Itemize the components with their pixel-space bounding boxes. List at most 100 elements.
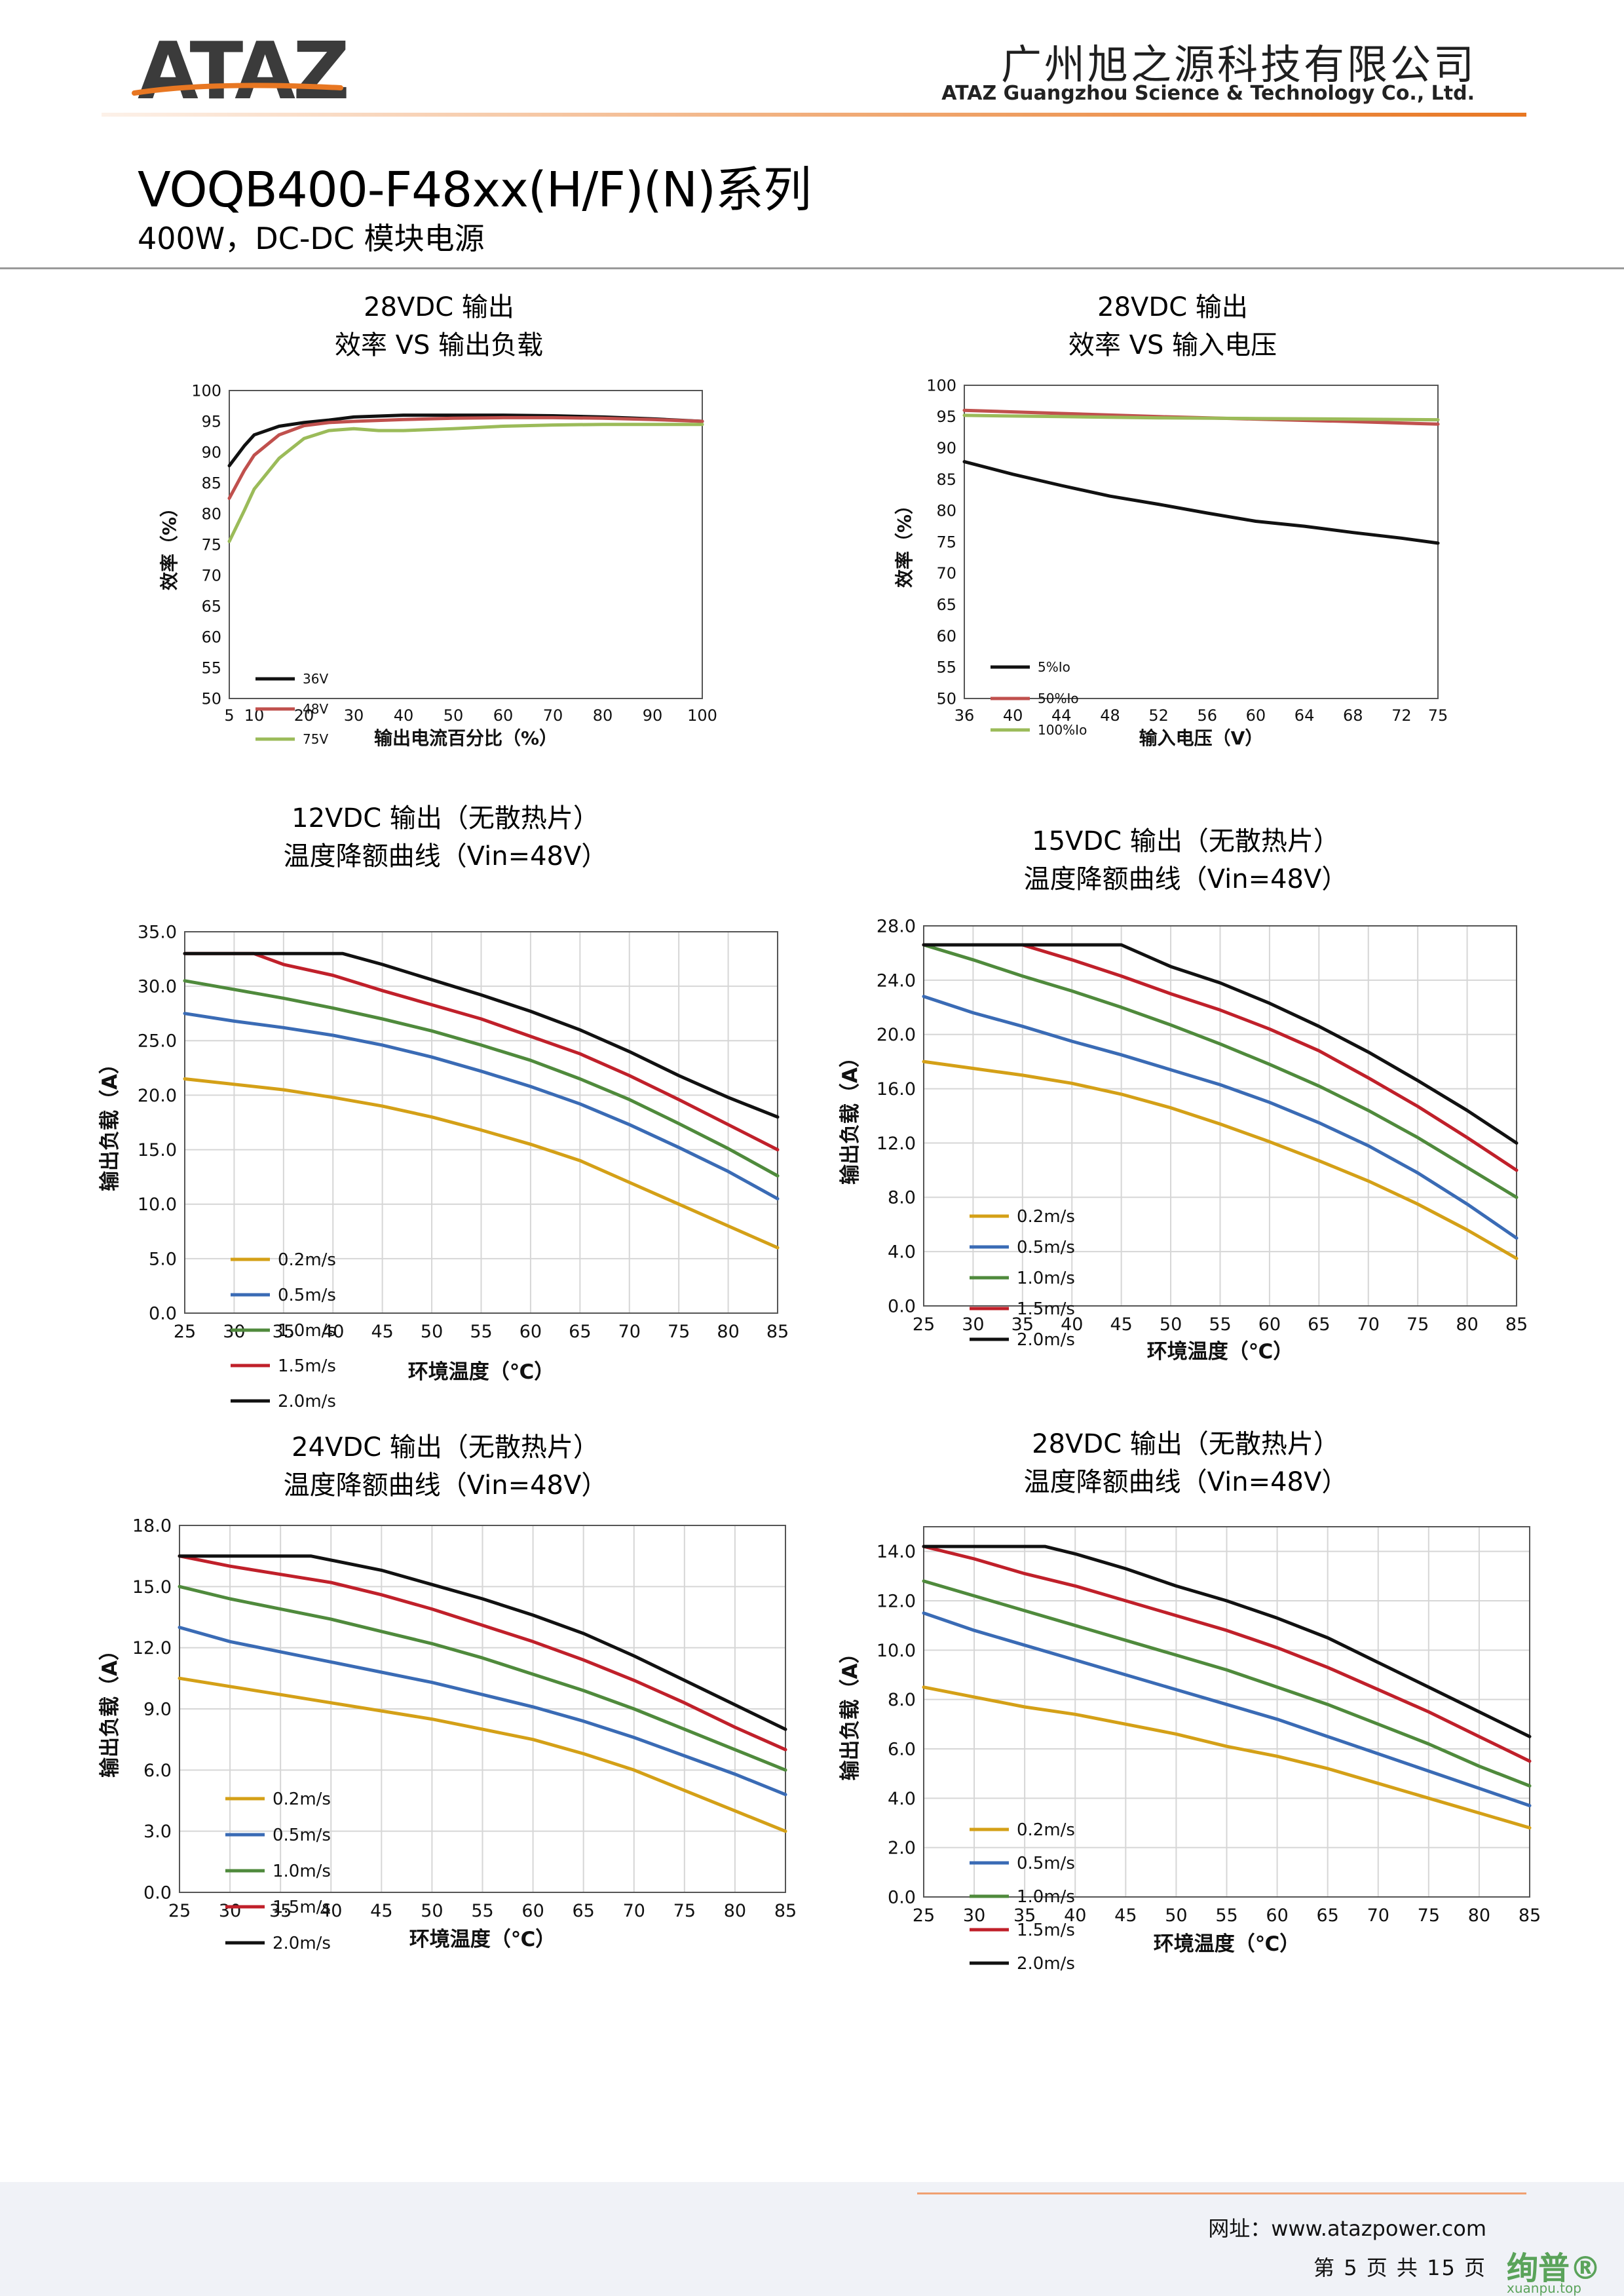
x-tick-label: 30 — [963, 1905, 985, 1926]
series-line-1.0m/s — [178, 1584, 787, 1772]
chart-title-line-2: 温度降额曲线（Vin=48V） — [1023, 1467, 1348, 1497]
legend-label: 100%Io — [1038, 722, 1087, 738]
series-title: VOQB400-F48xx(H/F)(N)系列 — [138, 162, 812, 218]
y-tick-label: 15.0 — [132, 1577, 172, 1598]
header-divider — [102, 113, 1526, 117]
legend-label: 0.5m/s — [273, 1826, 331, 1845]
x-tick-label: 65 — [572, 1901, 594, 1921]
x-tick-label: 25 — [168, 1901, 191, 1921]
x-tick-label: 52 — [1148, 706, 1169, 725]
series-line-1.0m/s — [922, 943, 1519, 1199]
chart-title-line-2: 效率 VS 输入电压 — [1068, 330, 1277, 360]
legend-label: 2.0m/s — [273, 1934, 331, 1953]
chart-title-line-2: 温度降额曲线（Vin=48V） — [283, 841, 608, 871]
legend-label: 5%Io — [1038, 659, 1070, 675]
x-tick-label: 100 — [687, 706, 717, 725]
chart-title-line-2: 温度降额曲线（Vin=48V） — [1023, 864, 1348, 894]
x-tick-label: 50 — [1160, 1314, 1182, 1335]
y-tick-label: 12.0 — [877, 1134, 916, 1154]
y-tick-label: 6.0 — [143, 1761, 172, 1781]
page-footer: 网址：www.atazpower.com 第 5 页 共 15 页 绚普® xu… — [0, 2182, 1624, 2296]
chart-title: 24VDC 输出（无散热片） 温度降额曲线（Vin=48V） — [92, 1428, 799, 1504]
plot-frame — [184, 931, 778, 1314]
y-tick-label: 65 — [201, 597, 221, 615]
legend-label: 0.5m/s — [1017, 1238, 1075, 1257]
legend-label: 0.2m/s — [278, 1250, 336, 1270]
legend-label: 1.0m/s — [273, 1862, 331, 1881]
legend-label: 75V — [303, 731, 328, 747]
y-tick-label: 0.0 — [888, 1887, 916, 1907]
series-line-1.0m/s — [183, 979, 780, 1177]
y-tick-label: 28.0 — [877, 916, 916, 936]
y-tick-label: 80 — [201, 505, 221, 523]
y-tick-label: 55 — [201, 659, 221, 677]
x-tick-label: 44 — [1051, 706, 1072, 725]
series-line-1.5m/s — [178, 1554, 787, 1751]
y-tick-label: 60 — [201, 628, 221, 646]
x-axis-label: 环境温度（℃） — [408, 1360, 555, 1384]
x-tick-label: 55 — [471, 1901, 493, 1921]
chart-title: 28VDC 输出 效率 VS 输入电压 — [878, 288, 1467, 364]
x-tick-label: 45 — [1110, 1314, 1132, 1335]
y-tick-label: 0.0 — [888, 1296, 916, 1316]
series-line-0.5m/s — [922, 995, 1519, 1240]
y-axis-label: 输出负载（A） — [98, 1054, 122, 1191]
y-tick-label: 95 — [201, 412, 221, 430]
series-line-1.5m/s — [922, 943, 1519, 1172]
x-tick-label: 45 — [371, 1322, 393, 1342]
y-tick-label: 2.0 — [888, 1838, 916, 1858]
y-tick-label: 10.0 — [138, 1195, 177, 1215]
y-tick-label: 60 — [936, 627, 956, 645]
y-tick-label: 3.0 — [143, 1822, 172, 1842]
x-tick-label: 70 — [1367, 1905, 1389, 1926]
y-axis-label: 输出负载（A） — [98, 1640, 122, 1778]
legend-label: 0.2m/s — [1017, 1820, 1075, 1840]
plot-frame — [964, 385, 1439, 699]
x-tick-label: 55 — [470, 1322, 492, 1342]
footer-divider — [917, 2192, 1526, 2194]
y-axis-label: 输出负载（A） — [839, 1643, 862, 1781]
chart-title-line-1: 24VDC 输出（无散热片） — [292, 1432, 599, 1463]
chart-plot: 0.0 4.0 8.0 12.0 16.0 20.0 24.0 28.0 25 30 35 40 45 5… — [839, 916, 1528, 1364]
y-tick-label: 25.0 — [138, 1031, 177, 1052]
y-tick-label: 10.0 — [877, 1641, 916, 1661]
y-tick-label: 35.0 — [138, 922, 177, 942]
chart-title-line-2: 效率 VS 输出负载 — [334, 330, 544, 360]
chart-plot: 0.0 2.0 4.0 6.0 8.0 10.0 12.0 14.0 25 30 35 40 45 50 5… — [839, 1526, 1541, 1974]
series-line-1.5m/s — [922, 1544, 1532, 1763]
x-tick-label: 60 — [521, 1901, 544, 1921]
y-tick-label: 5.0 — [149, 1249, 177, 1269]
y-axis-label: 输出负载（A） — [839, 1047, 862, 1185]
plot-frame — [923, 925, 1517, 1307]
x-tick-label: 30 — [344, 706, 364, 725]
x-tick-label: 56 — [1197, 706, 1217, 725]
y-tick-label: 12.0 — [132, 1638, 172, 1658]
x-tick-label: 35 — [269, 1901, 292, 1921]
x-tick-label: 64 — [1294, 706, 1315, 725]
company-logo: ATAZ — [138, 26, 350, 117]
plot-frame — [923, 1526, 1530, 1898]
series-line-0.2m/s — [922, 1060, 1519, 1260]
legend-label: 1.5m/s — [1017, 1921, 1075, 1940]
y-tick-label: 20.0 — [138, 1086, 177, 1106]
y-tick-label: 55 — [936, 659, 956, 677]
website-url: 网址：www.atazpower.com — [1208, 2216, 1486, 2241]
title-divider — [0, 267, 1624, 269]
x-tick-label: 75 — [673, 1901, 696, 1921]
chart-15vdc-derating: 15VDC 输出（无散热片） 温度降额曲线（Vin=48V） 0.0 4.0 8.0… — [832, 822, 1539, 1386]
legend-label: 1.0m/s — [278, 1321, 336, 1341]
legend-label: 0.2m/s — [273, 1789, 331, 1809]
legend-label: 1.0m/s — [1017, 1887, 1075, 1907]
series-line-5%Io — [962, 460, 1440, 545]
y-tick-label: 0.0 — [149, 1303, 177, 1324]
y-axis-label: 效率（%） — [894, 496, 915, 588]
chart-plot: 50 55 60 65 70 75 80 85 90 95 100 36 40 44 48 52 56 60 64 6… — [894, 376, 1448, 749]
chart-title: 15VDC 输出（无散热片） 温度降额曲线（Vin=48V） — [832, 822, 1539, 898]
chart-title-line-1: 15VDC 输出（无散热片） — [1032, 826, 1340, 856]
x-tick-label: 70 — [543, 706, 563, 725]
chart-efficiency-vs-input-voltage: 28VDC 输出 效率 VS 输入电压 50 55 60 65 70 75 80 85 90 95… — [878, 288, 1467, 773]
x-tick-label: 65 — [1316, 1905, 1338, 1926]
x-tick-label: 80 — [1468, 1905, 1490, 1926]
chart-title-line-1: 28VDC 输出 — [364, 292, 514, 322]
